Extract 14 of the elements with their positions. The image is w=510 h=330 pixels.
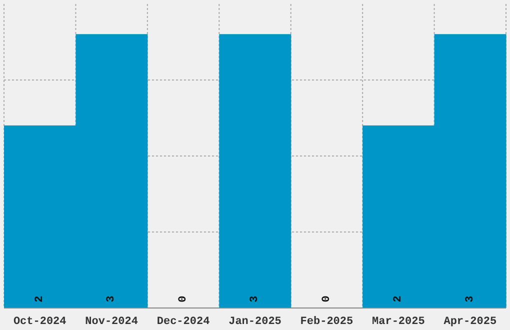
- x-tick-label: Nov-2024: [85, 316, 138, 328]
- data-label: 2: [34, 296, 46, 302]
- data-label: 0: [320, 296, 333, 302]
- data-label: 3: [249, 295, 262, 302]
- x-tick-label: Dec-2024: [156, 316, 210, 328]
- x-tick-label: Jan-2025: [228, 316, 282, 328]
- x-tick-label: Mar-2025: [372, 316, 426, 328]
- data-label: 3: [106, 295, 118, 302]
- data-label: 2: [392, 296, 405, 302]
- x-tick-label: Oct-2024: [13, 316, 67, 328]
- data-label: 3: [464, 295, 476, 302]
- data-label: 0: [177, 296, 190, 302]
- x-tick-label: Feb-2025: [300, 316, 354, 328]
- x-tick-label: Apr-2025: [444, 316, 497, 328]
